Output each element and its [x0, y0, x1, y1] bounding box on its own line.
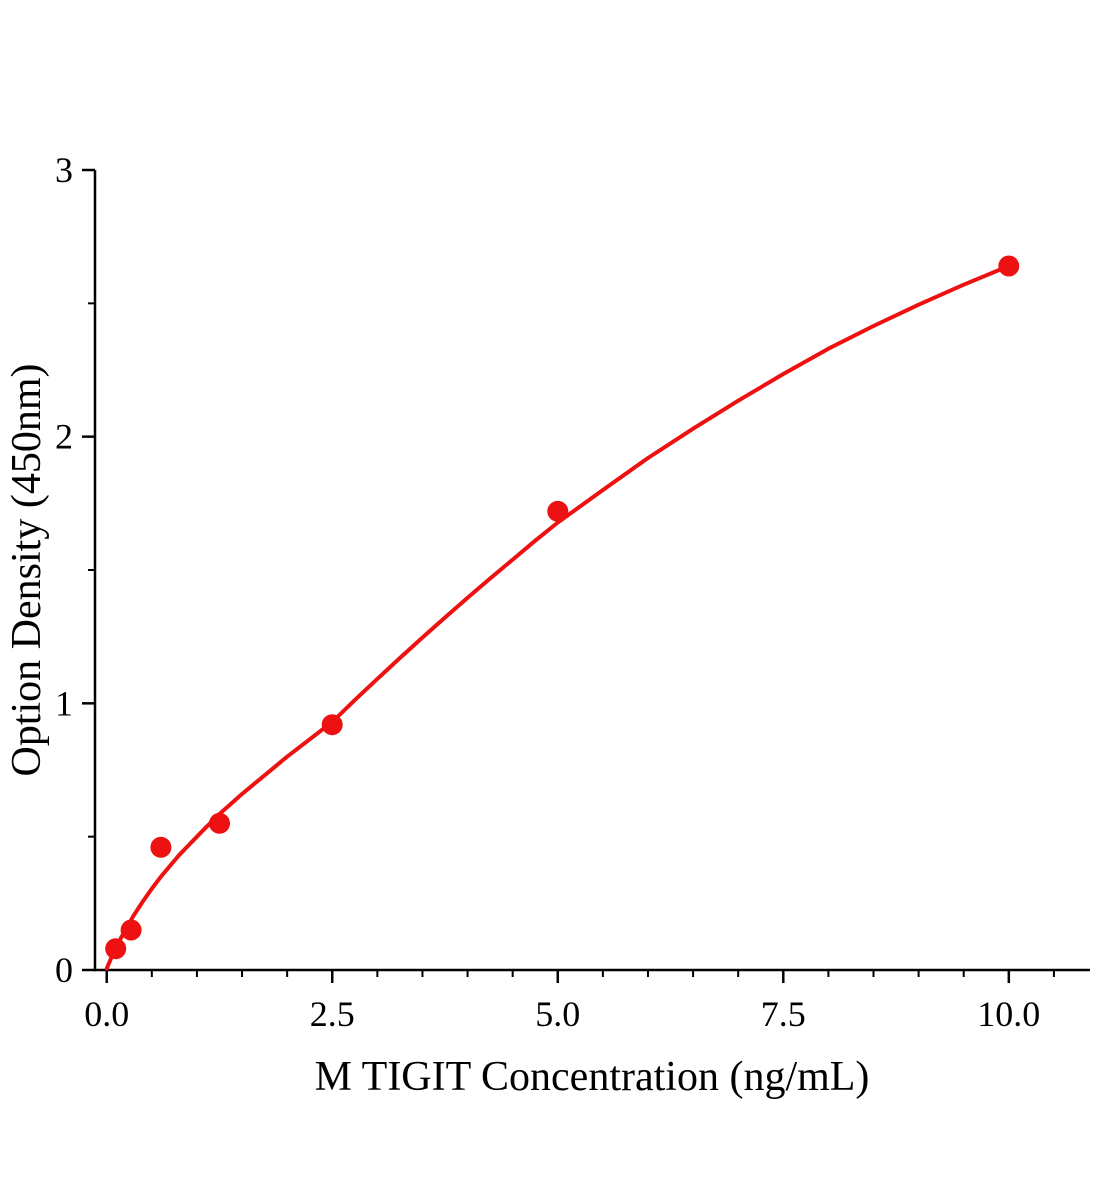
x-tick-label: 5.0 — [535, 994, 580, 1034]
x-tick-label: 7.5 — [761, 994, 806, 1034]
y-tick-label: 2 — [55, 417, 73, 457]
y-tick-label: 3 — [55, 150, 73, 190]
x-tick-label: 10.0 — [977, 994, 1040, 1034]
data-point — [209, 812, 230, 834]
data-point — [547, 500, 569, 522]
data-point — [150, 836, 172, 858]
y-tick-label: 1 — [55, 683, 73, 723]
data-point — [105, 938, 127, 960]
y-tick-label: 0 — [55, 950, 73, 990]
data-point — [998, 255, 1020, 277]
y-axis-label: Option Density (450nm) — [4, 364, 50, 777]
data-point — [120, 919, 142, 941]
data-point — [321, 714, 343, 736]
x-tick-label: 0.0 — [84, 994, 129, 1034]
plot-area: 0.0 2.5 5.0 7.5 10.0 0 1 2 3 — [55, 150, 1090, 1034]
x-tick-label: 2.5 — [310, 994, 355, 1034]
fit-curve — [104, 264, 1011, 971]
x-axis-label: M TIGIT Concentration (ng/mL) — [315, 1054, 870, 1100]
